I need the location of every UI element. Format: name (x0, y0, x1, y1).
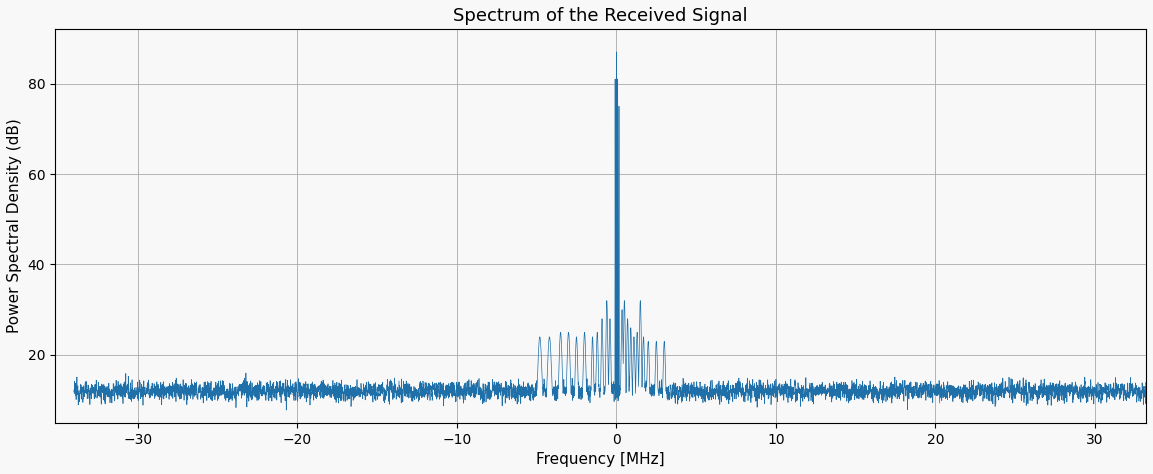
Title: Spectrum of the Received Signal: Spectrum of the Received Signal (453, 7, 748, 25)
X-axis label: Frequency [MHz]: Frequency [MHz] (536, 452, 665, 467)
Y-axis label: Power Spectral Density (dB): Power Spectral Density (dB) (7, 118, 22, 333)
